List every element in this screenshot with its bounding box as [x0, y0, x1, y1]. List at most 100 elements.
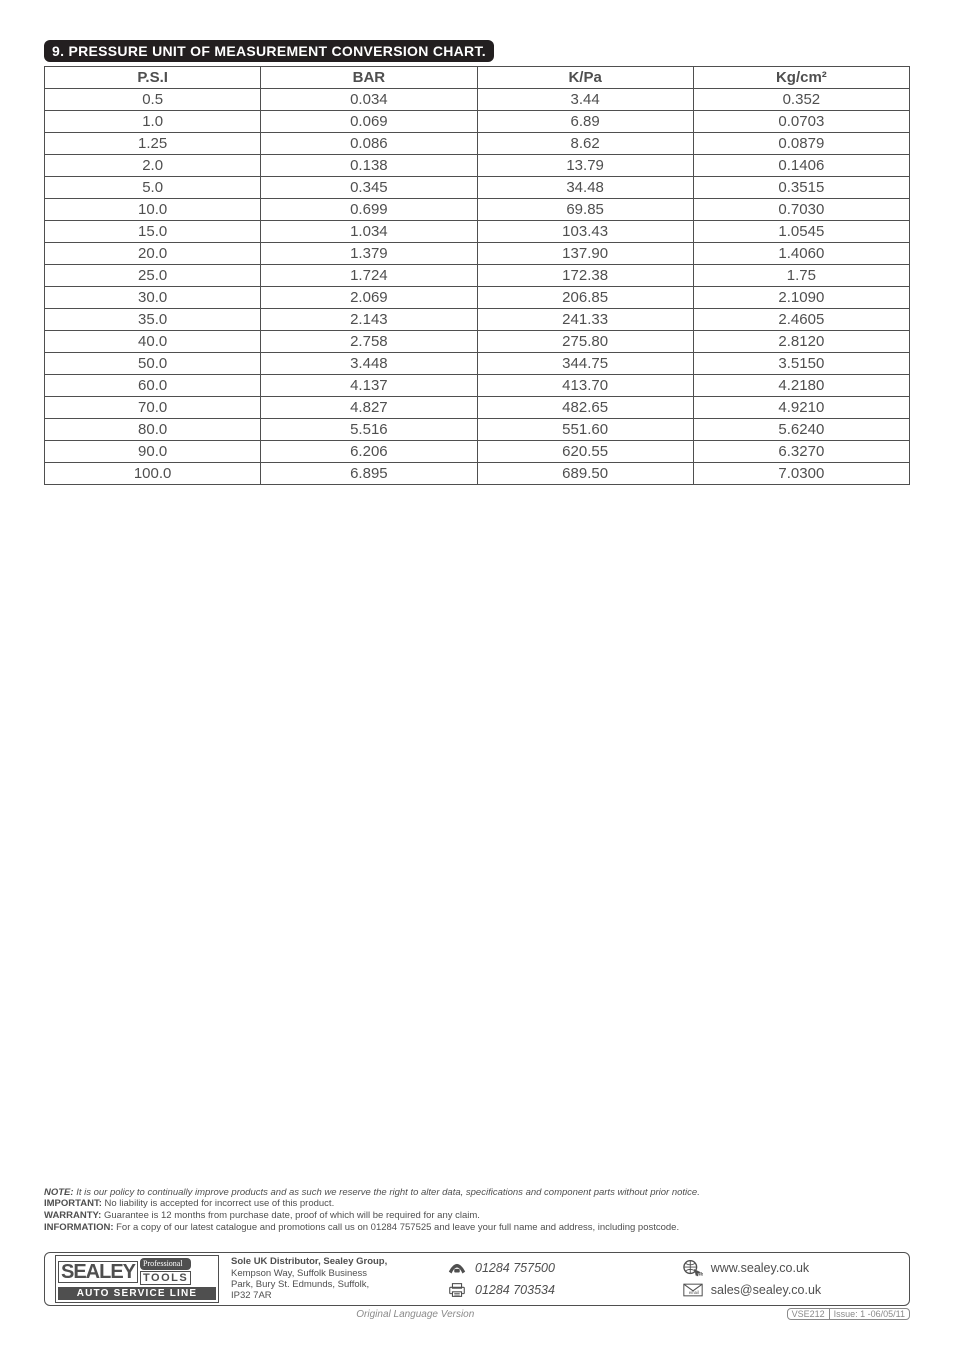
table-cell: 13.79	[477, 155, 693, 177]
brand-service-line: AUTO SERVICE LINE	[58, 1287, 216, 1300]
table-cell: 0.7030	[693, 199, 909, 221]
table-cell: 0.1406	[693, 155, 909, 177]
table-row: 1.250.0868.620.0879	[45, 133, 910, 155]
info-text: For a copy of our latest catalogue and p…	[113, 1222, 679, 1233]
table-cell: 1.4060	[693, 243, 909, 265]
table-cell: 15.0	[45, 221, 261, 243]
footer-bottom: Original Language Version VSE212 Issue: …	[44, 1308, 910, 1320]
table-cell: 0.345	[261, 177, 477, 199]
table-cell: 4.2180	[693, 375, 909, 397]
table-cell: 50.0	[45, 353, 261, 375]
table-cell: 25.0	[45, 265, 261, 287]
table-cell: 3.448	[261, 353, 477, 375]
table-cell: 6.3270	[693, 441, 909, 463]
table-row: 50.03.448344.753.5150	[45, 353, 910, 375]
table-row: 40.02.758275.802.8120	[45, 331, 910, 353]
table-cell: 1.724	[261, 265, 477, 287]
fax-icon	[447, 1282, 467, 1298]
table-cell: 241.33	[477, 309, 693, 331]
table-row: 100.06.895689.507.0300	[45, 463, 910, 485]
warranty-text: Guarantee is 12 months from purchase dat…	[101, 1210, 480, 1221]
col-header: Kg/cm²	[693, 67, 909, 89]
table-cell: 4.137	[261, 375, 477, 397]
brand-wordmark: SEALEY	[58, 1261, 138, 1283]
table-cell: 2.0	[45, 155, 261, 177]
email-icon: email	[683, 1282, 703, 1298]
table-cell: 8.62	[477, 133, 693, 155]
table-row: 0.50.0343.440.352	[45, 89, 910, 111]
table-cell: 0.699	[261, 199, 477, 221]
table-cell: 3.44	[477, 89, 693, 111]
table-cell: 1.25	[45, 133, 261, 155]
table-cell: 90.0	[45, 441, 261, 463]
table-row: 60.04.137413.704.2180	[45, 375, 910, 397]
table-cell: 3.5150	[693, 353, 909, 375]
table-cell: 1.379	[261, 243, 477, 265]
contact-fax-number: 01284 703534	[475, 1283, 555, 1297]
table-cell: 2.758	[261, 331, 477, 353]
conversion-table: P.S.I BAR K/Pa Kg/cm² 0.50.0343.440.3521…	[44, 66, 910, 485]
table-cell: 34.48	[477, 177, 693, 199]
table-cell: 1.0	[45, 111, 261, 133]
section-header: 9. PRESSURE UNIT OF MEASUREMENT CONVERSI…	[44, 40, 494, 62]
table-cell: 0.086	[261, 133, 477, 155]
info-label: INFORMATION:	[44, 1222, 113, 1233]
table-cell: 5.6240	[693, 419, 909, 441]
phone-icon	[447, 1260, 467, 1276]
note-block: NOTE: It is our policy to continually im…	[44, 1187, 910, 1235]
contact-web: Web www.sealey.co.uk	[683, 1260, 899, 1276]
important-text: No liability is accepted for incorrect u…	[102, 1198, 334, 1209]
contact-fax: 01284 703534	[447, 1282, 633, 1298]
table-cell: 5.0	[45, 177, 261, 199]
contact-email-address: sales@sealey.co.uk	[711, 1283, 821, 1297]
distributor-line: Park, Bury St. Edmunds, Suffolk,	[231, 1279, 369, 1290]
table-cell: 0.0879	[693, 133, 909, 155]
issue-text: Issue: 1 -06/05/11	[834, 1309, 905, 1319]
table-cell: 69.85	[477, 199, 693, 221]
table-cell: 60.0	[45, 375, 261, 397]
table-cell: 7.0300	[693, 463, 909, 485]
table-cell: 344.75	[477, 353, 693, 375]
table-row: 2.00.13813.790.1406	[45, 155, 910, 177]
table-cell: 0.0703	[693, 111, 909, 133]
col-header: BAR	[261, 67, 477, 89]
svg-text:email: email	[689, 1290, 699, 1295]
contact-grid: 01284 757500 Web www.sealey.co.uk	[447, 1260, 899, 1298]
table-cell: 172.38	[477, 265, 693, 287]
contact-email: email sales@sealey.co.uk	[683, 1282, 899, 1298]
table-cell: 1.034	[261, 221, 477, 243]
svg-text:Web: Web	[695, 1271, 703, 1276]
table-cell: 6.89	[477, 111, 693, 133]
table-cell: 482.65	[477, 397, 693, 419]
table-cell: 0.138	[261, 155, 477, 177]
table-cell: 10.0	[45, 199, 261, 221]
distributor-line: Kempson Way, Suffolk Business	[231, 1268, 367, 1279]
table-cell: 0.352	[693, 89, 909, 111]
table-cell: 2.069	[261, 287, 477, 309]
contact-phone: 01284 757500	[447, 1260, 633, 1276]
table-cell: 40.0	[45, 331, 261, 353]
table-cell: 70.0	[45, 397, 261, 419]
table-row: 10.00.69969.850.7030	[45, 199, 910, 221]
table-row: 70.04.827482.654.9210	[45, 397, 910, 419]
contact-web-url: www.sealey.co.uk	[711, 1261, 809, 1275]
table-row: 90.06.206620.556.3270	[45, 441, 910, 463]
table-cell: 0.034	[261, 89, 477, 111]
issue-code: VSE212	[792, 1309, 830, 1319]
table-cell: 4.9210	[693, 397, 909, 419]
col-header: K/Pa	[477, 67, 693, 89]
table-cell: 2.143	[261, 309, 477, 331]
note-label: NOTE:	[44, 1187, 74, 1198]
table-cell: 103.43	[477, 221, 693, 243]
table-cell: 689.50	[477, 463, 693, 485]
important-label: IMPORTANT:	[44, 1198, 102, 1209]
table-row: 15.01.034103.431.0545	[45, 221, 910, 243]
table-cell: 4.827	[261, 397, 477, 419]
web-icon: Web	[683, 1260, 703, 1276]
table-cell: 6.895	[261, 463, 477, 485]
table-cell: 20.0	[45, 243, 261, 265]
table-row: 35.02.143241.332.4605	[45, 309, 910, 331]
table-cell: 275.80	[477, 331, 693, 353]
table-cell: 2.1090	[693, 287, 909, 309]
contact-phone-number: 01284 757500	[475, 1261, 555, 1275]
